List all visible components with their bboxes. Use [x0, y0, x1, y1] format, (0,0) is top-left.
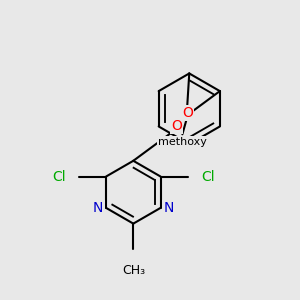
Text: Cl: Cl	[52, 169, 66, 184]
Text: N: N	[163, 201, 174, 215]
Text: O: O	[182, 106, 193, 120]
Text: O: O	[171, 119, 182, 133]
Text: CH₃: CH₃	[122, 264, 145, 277]
Text: Cl: Cl	[201, 169, 214, 184]
Text: N: N	[93, 201, 104, 215]
Text: methoxy: methoxy	[158, 137, 207, 147]
